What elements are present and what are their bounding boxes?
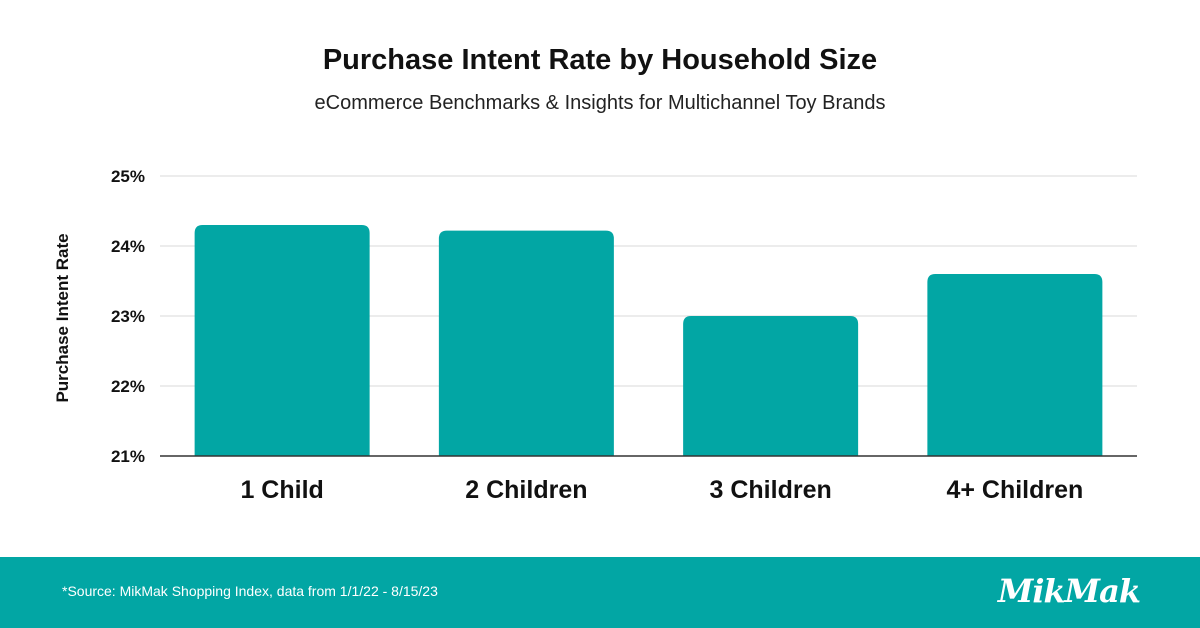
y-tick-label: 24% — [111, 237, 145, 256]
y-axis-label: Purchase Intent Rate — [53, 233, 72, 402]
axes: 21% 22% 23% 24% 25% 1 Child 2 Children 3 Childr… — [111, 167, 1137, 504]
bar-2-children — [438, 230, 614, 456]
mikmak-logo: MikMak — [997, 572, 1141, 610]
x-tick-label: 3 Children — [710, 476, 832, 504]
bar-1-child — [194, 225, 370, 456]
x-tick-label: 4+ Children — [946, 476, 1083, 504]
y-tick-label: 23% — [111, 307, 145, 326]
source-note: *Source: MikMak Shopping Index, data fro… — [62, 583, 438, 599]
bar-chart: 21% 22% 23% 24% 25% 1 Child 2 Children 3 Childr… — [53, 167, 1137, 504]
bars — [194, 225, 1103, 456]
y-tick-label: 22% — [111, 377, 145, 396]
chart-subtitle: eCommerce Benchmarks & Insights for Mult… — [314, 92, 886, 114]
footer-bar: *Source: MikMak Shopping Index, data fro… — [0, 557, 1200, 628]
y-tick-label: 25% — [111, 167, 145, 186]
x-tick-label: 1 Child — [240, 476, 323, 504]
bar-4-children — [927, 274, 1103, 456]
x-tick-label: 2 Children — [465, 476, 587, 504]
chart-title: Purchase Intent Rate by Household Size — [322, 44, 878, 76]
bar-3-children — [683, 316, 859, 456]
y-tick-label: 21% — [111, 447, 145, 466]
